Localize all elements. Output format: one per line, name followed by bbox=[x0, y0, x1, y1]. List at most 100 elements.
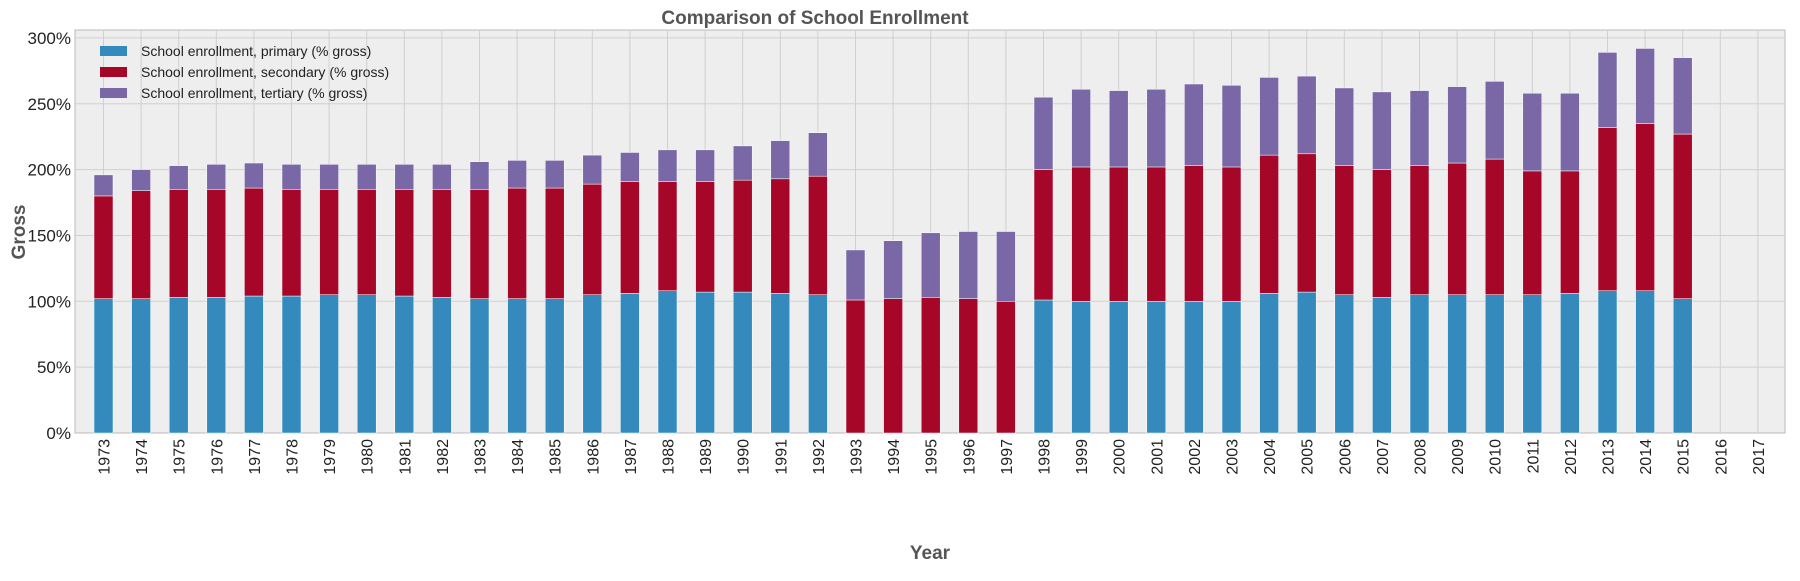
x-tick-label: 1984 bbox=[510, 439, 527, 475]
bar-segment-series-1 bbox=[732, 291, 753, 434]
bar-segment-series-1 bbox=[281, 295, 302, 434]
x-tick-label: 2014 bbox=[1638, 439, 1655, 475]
x-tick-label: 1983 bbox=[473, 439, 490, 475]
y-tick-label: 50% bbox=[37, 358, 71, 377]
bar-segment-series-3 bbox=[1184, 83, 1204, 166]
bars bbox=[93, 48, 1693, 434]
bar-segment-series-2 bbox=[1372, 169, 1392, 298]
bar-segment-series-2 bbox=[356, 189, 377, 295]
bar-segment-series-1 bbox=[394, 295, 415, 434]
bar-segment-series-1 bbox=[168, 297, 189, 434]
bar-segment-series-3 bbox=[281, 164, 302, 190]
x-tick-label: 1979 bbox=[322, 439, 339, 475]
bar-segment-series-1 bbox=[1296, 291, 1317, 434]
bar-segment-series-3 bbox=[582, 154, 603, 185]
x-tick-label: 1980 bbox=[360, 439, 377, 475]
bar-segment-series-3 bbox=[996, 231, 1016, 302]
bar-segment-series-3 bbox=[1108, 90, 1129, 168]
x-tick-label: 2013 bbox=[1601, 439, 1618, 475]
bar-segment-series-3 bbox=[920, 232, 941, 298]
bar-segment-series-3 bbox=[1071, 89, 1091, 168]
x-tick-label: 2000 bbox=[1112, 439, 1129, 475]
x-tick-label: 1985 bbox=[548, 439, 565, 475]
bar-segment-series-2 bbox=[1484, 158, 1505, 295]
x-tick-label: 1976 bbox=[209, 439, 226, 475]
bar-segment-series-3 bbox=[544, 160, 565, 189]
bar-segment-series-3 bbox=[319, 164, 339, 190]
legend-label: School enrollment, secondary (% gross) bbox=[141, 64, 389, 80]
bar-segment-series-3 bbox=[1447, 86, 1467, 164]
bar-segment-series-1 bbox=[1221, 301, 1242, 434]
x-tick-label: 1998 bbox=[1037, 439, 1054, 475]
bar-segment-series-2 bbox=[770, 178, 791, 294]
bar-segment-series-3 bbox=[394, 164, 415, 190]
bar-segment-series-1 bbox=[1635, 290, 1655, 434]
bar-segment-series-1 bbox=[469, 298, 490, 434]
bar-segment-series-3 bbox=[620, 152, 640, 182]
x-tick-label: 1994 bbox=[886, 439, 903, 475]
bar-segment-series-2 bbox=[996, 301, 1016, 434]
bar-segment-series-2 bbox=[732, 179, 753, 293]
bar-segment-series-1 bbox=[770, 293, 791, 434]
bar-segment-series-3 bbox=[1597, 52, 1618, 128]
y-tick-label: 0% bbox=[46, 424, 71, 443]
bar-segment-series-2 bbox=[808, 175, 828, 295]
bar-segment-series-2 bbox=[1635, 123, 1655, 292]
bar-segment-series-2 bbox=[394, 189, 415, 297]
bar-segment-series-2 bbox=[582, 183, 603, 295]
x-tick-label: 1993 bbox=[849, 439, 866, 475]
bar-segment-series-2 bbox=[131, 190, 151, 299]
bar-segment-series-1 bbox=[432, 297, 452, 434]
x-axis-ticks: 1973 1974 1975 1976 1977 1978 1979 1980 1981 1982… bbox=[97, 439, 1768, 475]
bar-segment-series-3 bbox=[845, 249, 866, 301]
bar-segment-series-2 bbox=[1409, 165, 1430, 295]
bar-segment-series-1 bbox=[1597, 290, 1618, 434]
bar-segment-series-2 bbox=[1597, 127, 1618, 292]
bar-segment-series-2 bbox=[883, 298, 903, 434]
bar-segment-series-3 bbox=[1522, 92, 1543, 172]
bar-segment-series-1 bbox=[657, 290, 678, 434]
legend-swatch bbox=[100, 67, 127, 77]
bar-segment-series-3 bbox=[1372, 91, 1392, 170]
x-tick-label: 2008 bbox=[1413, 439, 1430, 475]
bar-segment-series-2 bbox=[920, 297, 941, 434]
bar-segment-series-1 bbox=[1447, 294, 1467, 434]
bar-segment-series-3 bbox=[356, 164, 377, 190]
bar-segment-series-1 bbox=[620, 293, 640, 434]
x-axis-label: Year bbox=[910, 543, 951, 564]
bar-segment-series-1 bbox=[1146, 301, 1167, 434]
x-tick-label: 1986 bbox=[585, 439, 602, 475]
y-tick-label: 300% bbox=[28, 29, 71, 48]
y-tick-label: 150% bbox=[28, 226, 71, 245]
bar-segment-series-3 bbox=[432, 164, 452, 190]
bar-segment-series-3 bbox=[93, 174, 114, 197]
bar-segment-series-1 bbox=[1522, 294, 1543, 434]
bar-segment-series-1 bbox=[319, 294, 339, 434]
bar-segment-series-3 bbox=[732, 145, 753, 181]
x-tick-label: 1978 bbox=[285, 439, 302, 475]
x-tick-label: 1997 bbox=[999, 439, 1016, 475]
bar-segment-series-2 bbox=[1560, 170, 1580, 294]
bar-segment-series-2 bbox=[432, 189, 452, 298]
bar-segment-series-3 bbox=[168, 165, 189, 190]
x-tick-label: 1988 bbox=[661, 439, 678, 475]
x-tick-label: 1981 bbox=[397, 439, 414, 475]
bar-segment-series-2 bbox=[620, 181, 640, 294]
bar-segment-series-1 bbox=[1334, 294, 1355, 434]
x-tick-label: 1977 bbox=[247, 439, 264, 475]
bar-segment-series-2 bbox=[1259, 154, 1279, 294]
bar-segment-series-2 bbox=[1221, 166, 1242, 302]
bar-segment-series-3 bbox=[657, 149, 678, 182]
bar-segment-series-2 bbox=[206, 189, 227, 298]
x-tick-label: 1975 bbox=[172, 439, 189, 475]
bar-segment-series-1 bbox=[244, 295, 264, 434]
bar-segment-series-3 bbox=[770, 140, 791, 180]
bar-segment-series-3 bbox=[958, 231, 979, 299]
bar-segment-series-2 bbox=[1146, 166, 1167, 302]
bar-segment-series-1 bbox=[582, 294, 603, 434]
y-axis-ticks: 0% 50% 100% 150% 200% 250% 300% bbox=[28, 29, 71, 443]
bar-segment-series-2 bbox=[244, 187, 264, 297]
bar-segment-series-2 bbox=[281, 189, 302, 297]
x-tick-label: 2016 bbox=[1713, 439, 1730, 475]
